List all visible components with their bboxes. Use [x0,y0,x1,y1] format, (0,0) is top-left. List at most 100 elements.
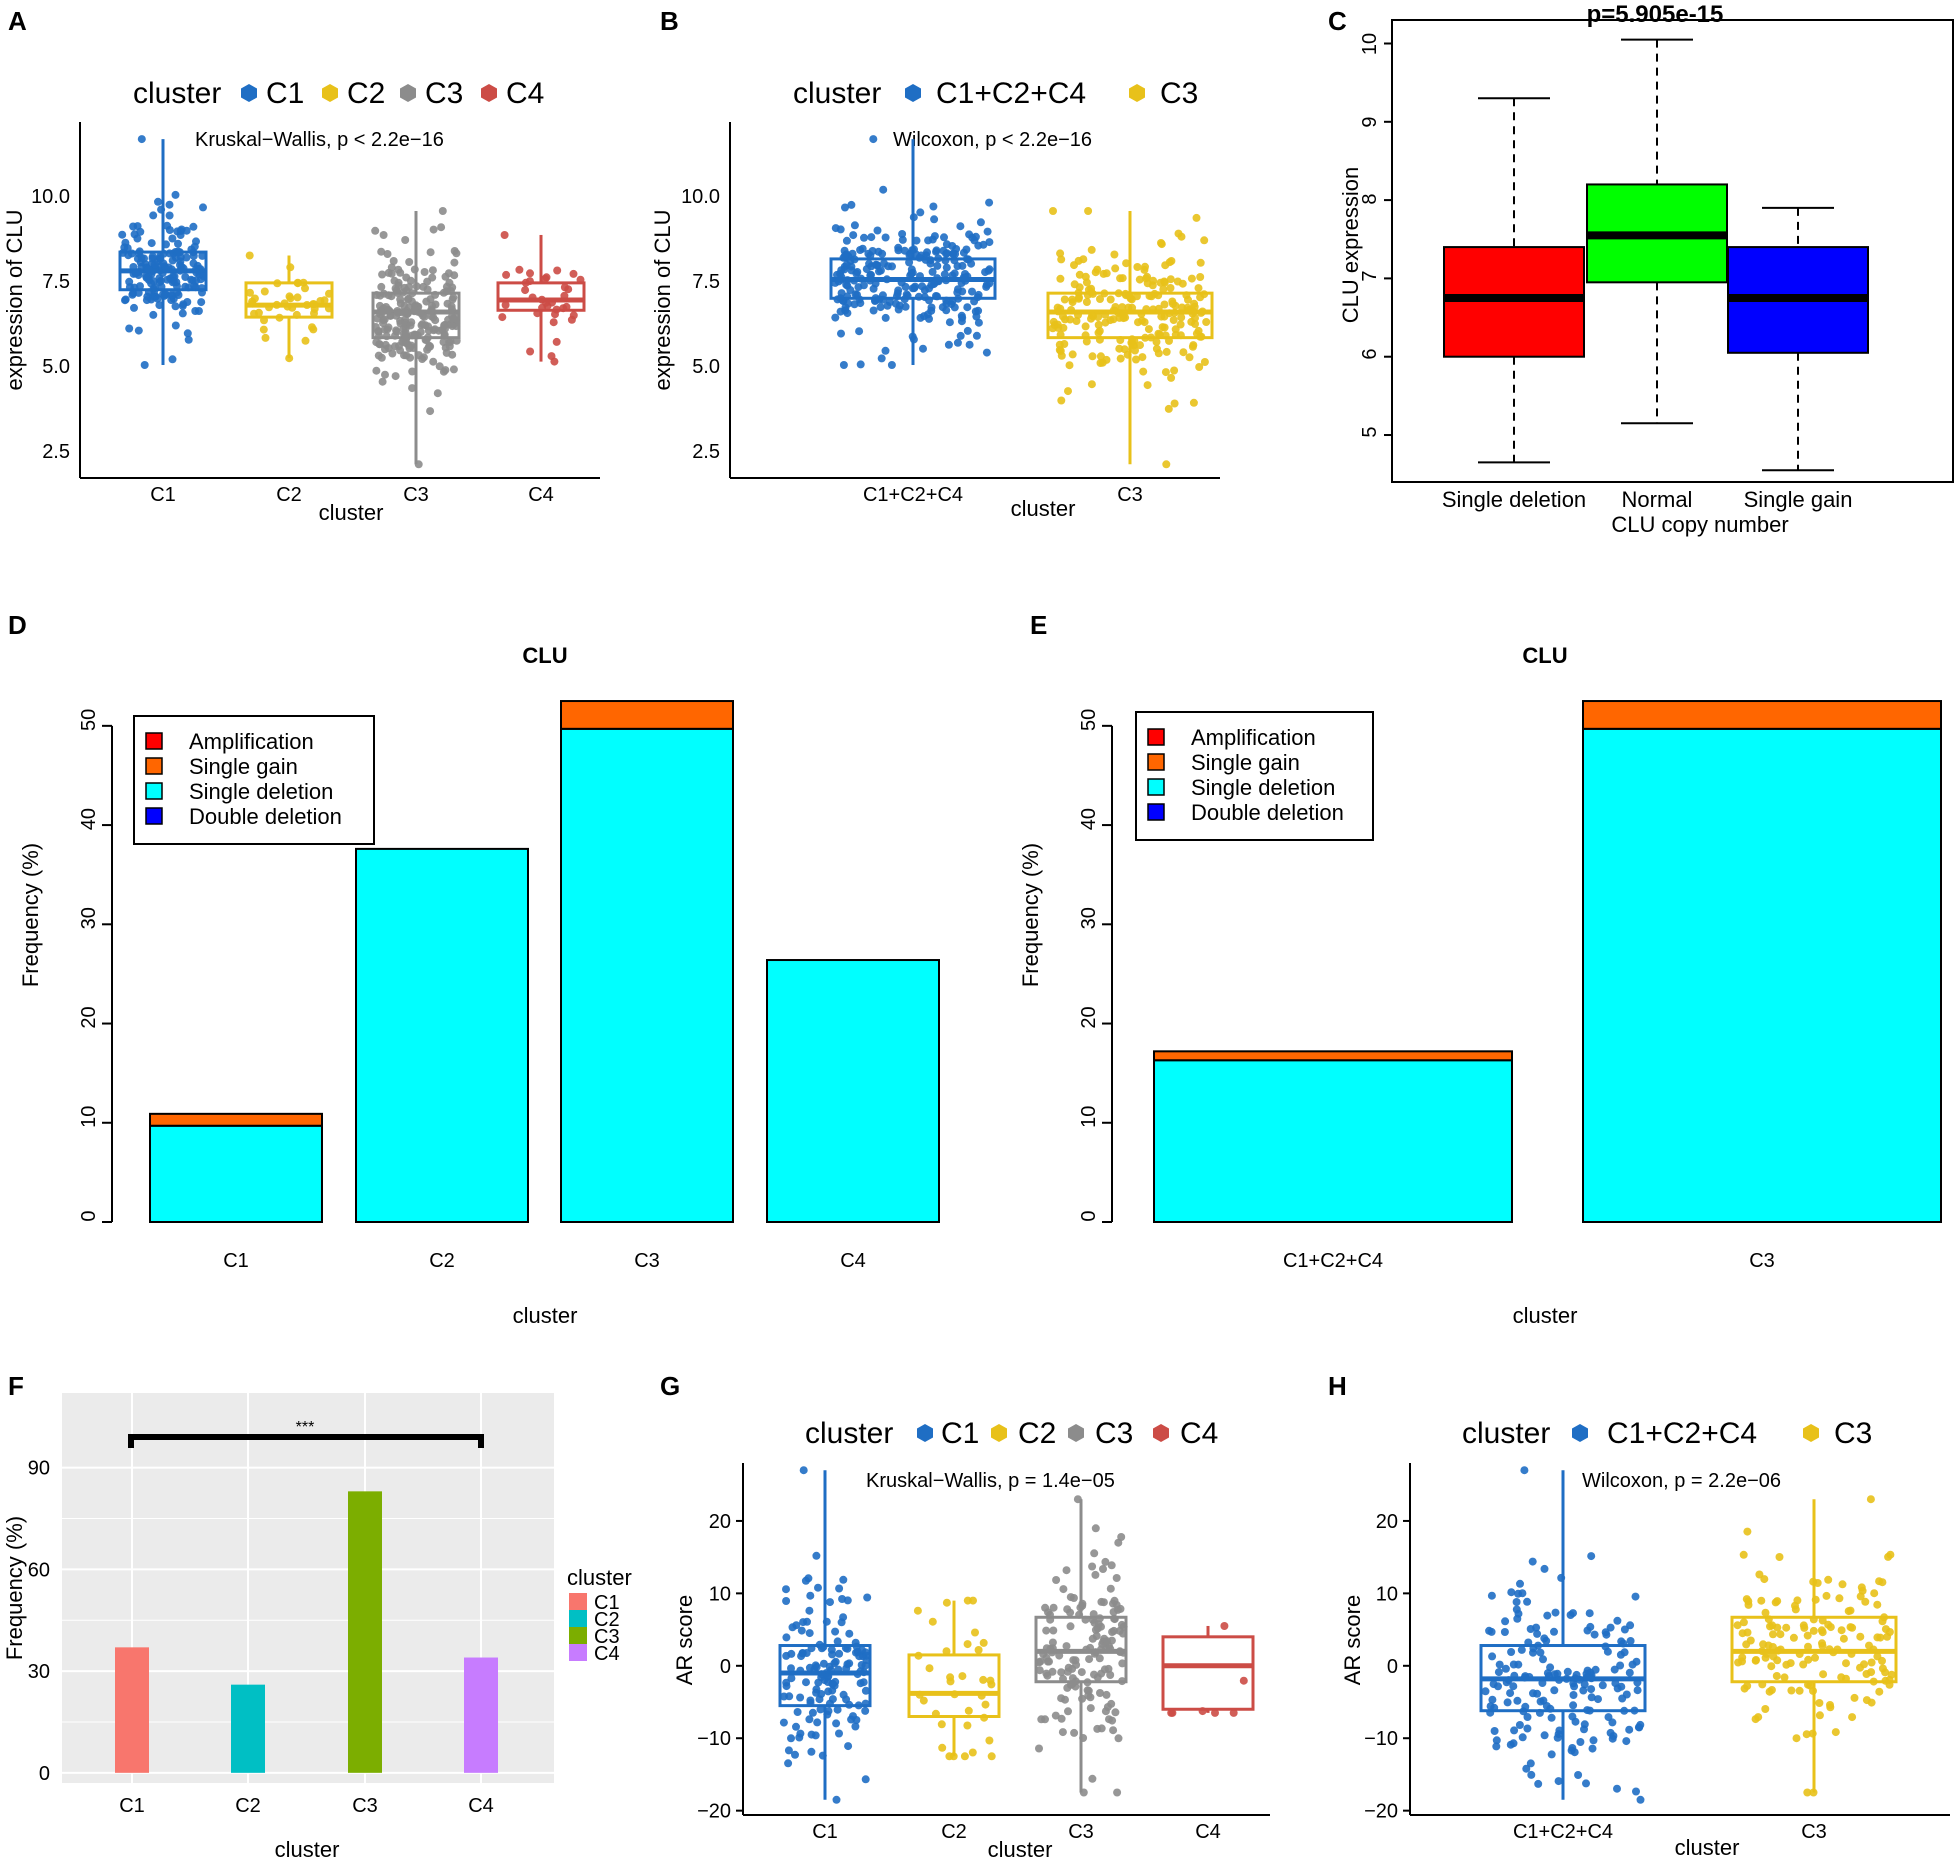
x-axis-label-a: cluster [319,500,384,525]
xtick-c-normal: Normal [1622,487,1693,512]
data-point-c3 [1119,1648,1128,1657]
xtick-a-c1: C1 [150,484,176,506]
data-point-c3 [1110,1596,1119,1605]
data-point-c3 [448,295,457,304]
y-axis-label-e: Frequency (%) [1018,843,1043,987]
data-point-c3 [401,236,410,244]
data-point-c1c2c4 [884,262,893,271]
data-point-c1 [176,261,184,269]
data-point-c3 [1884,1552,1893,1561]
stat-text-b: Wilcoxon, p < 2.2e−16 [893,129,1092,151]
data-point-c3 [423,333,432,342]
data-point-c1 [154,197,162,206]
data-point-c4 [521,286,530,295]
y-axis-label-f: Frequency (%) [2,1516,27,1660]
data-point-c3 [1831,1728,1840,1737]
data-point-c1 [118,230,127,239]
data-point-c3 [1114,1538,1123,1547]
ytick-label-h: −20 [1364,1801,1398,1823]
points-c2 [913,1596,996,1761]
data-point-c1c2c4 [914,292,923,301]
data-point-c1c2c4 [1583,1706,1592,1715]
data-point-c1c2c4 [940,233,948,242]
data-point-c1 [862,1651,871,1660]
data-point-c3 [426,295,435,304]
data-point-c1c2c4 [857,274,865,283]
data-point-c3 [1108,1716,1117,1725]
data-point-c1c2c4 [1626,1637,1635,1645]
data-point-c1 [859,1678,868,1687]
data-point-c3 [1815,1699,1824,1707]
data-point-c3 [1792,1734,1801,1743]
data-point-c3 [1811,1595,1820,1604]
data-point-c3 [1196,273,1205,281]
panel-label-e: E [1030,610,1047,640]
data-point-c3 [394,265,403,274]
data-point-c1 [174,291,183,299]
data-point-c3 [389,257,398,265]
data-point-c3 [1885,1680,1894,1689]
box-group-c4 [1161,1622,1255,1717]
data-point-c1c2c4 [1569,1701,1578,1710]
legend-swatch-double-deletion [1147,803,1165,821]
data-point-c1c2c4 [1488,1695,1497,1704]
data-point-c1c2c4 [948,297,957,306]
data-point-c3 [1769,1630,1777,1639]
data-point-c1 [782,1633,791,1642]
data-point-c1 [177,225,186,234]
data-point-c1c2c4 [841,306,850,315]
data-point-c1c2c4 [920,293,929,302]
data-point-c3 [1177,313,1186,322]
data-point-c3 [1117,1620,1126,1629]
data-point-c3 [435,362,444,371]
data-point-c2 [942,1647,951,1656]
data-point-c1 [136,227,145,236]
data-point-c2 [308,323,316,332]
data-point-c3 [1096,1689,1104,1697]
data-point-c1c2c4 [916,272,924,281]
xtick-c-single-gain: Single gain [1744,487,1853,512]
data-point-c3 [1065,361,1074,370]
data-point-c1c2c4 [932,292,940,300]
data-point-c3 [387,263,396,272]
data-point-c1c2c4 [933,274,942,283]
data-point-c1c2c4 [856,360,865,369]
data-point-c2 [963,1721,972,1730]
data-point-c3 [1819,1670,1828,1679]
data-point-c1c2c4 [1486,1708,1495,1717]
data-point-c3 [1761,1653,1770,1662]
legend-key-f-c1: C1 [569,1592,620,1614]
data-point-c1 [832,1795,841,1804]
data-point-c3 [1079,1788,1088,1797]
data-point-c2 [985,1736,994,1745]
data-point-c3 [1078,1694,1087,1703]
data-point-c3 [1068,350,1077,359]
data-point-c3 [1097,1724,1106,1733]
data-point-c1c2c4 [953,338,962,347]
data-point-c1c2c4 [1555,1726,1564,1735]
data-point-c3 [1188,342,1197,351]
data-point-c3 [1751,1656,1760,1665]
data-point-c3 [1144,325,1153,334]
data-point-c3 [434,326,443,335]
data-point-c3 [442,282,451,291]
data-point-c3 [377,247,386,256]
legend-label-f-c1: C1 [594,1592,620,1614]
data-point-c1c2c4 [878,295,887,304]
xtick-c-single-deletion: Single deletion [1442,487,1586,512]
data-point-c3 [448,305,456,314]
data-point-c1 [162,240,170,249]
data-point-c1c2c4 [1506,1740,1515,1749]
data-point-c1c2c4 [974,241,983,250]
data-point-c1c2c4 [974,290,983,299]
data-point-c1c2c4 [894,286,903,295]
data-point-c1c2c4 [1539,1696,1548,1705]
data-point-c1 [859,1668,868,1677]
data-point-c3 [1109,1608,1118,1616]
data-point-c3 [428,266,437,275]
data-point-c3 [1142,305,1151,314]
data-point-c1c2c4 [1571,1717,1580,1726]
data-point-c1 [121,295,130,304]
data-point-c3 [1734,1658,1743,1667]
chart-title-c: p=5.905e-15 [1587,1,1724,28]
